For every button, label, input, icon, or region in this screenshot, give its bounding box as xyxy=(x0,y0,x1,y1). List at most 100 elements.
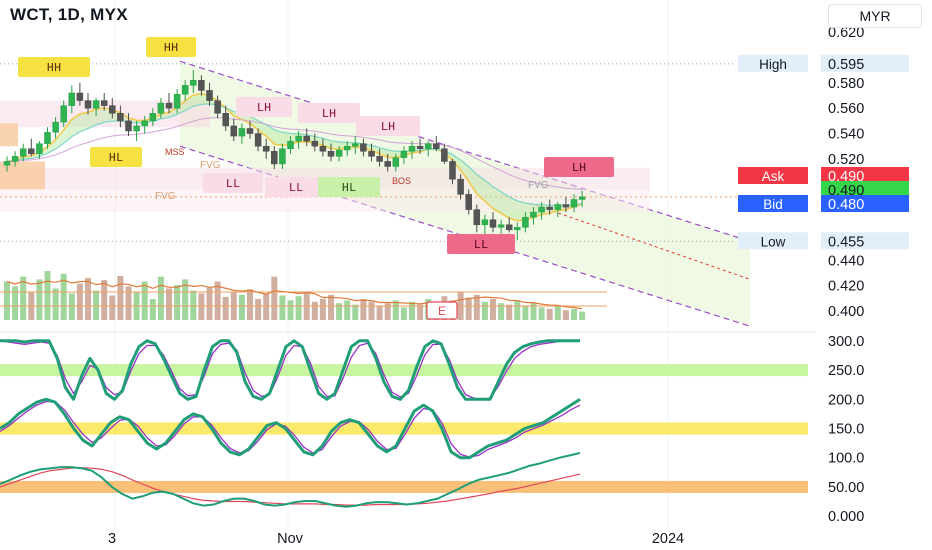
volume-bar xyxy=(238,294,245,320)
volume-bar xyxy=(530,303,537,320)
candle-body xyxy=(109,105,116,114)
label-hh-2-box xyxy=(146,37,196,57)
volume-bar xyxy=(166,288,172,320)
volume-bar xyxy=(44,271,51,320)
candle-body xyxy=(416,145,424,149)
label-lh-4-box xyxy=(544,157,614,177)
volume-bar xyxy=(271,276,278,320)
candle-body xyxy=(141,120,148,127)
candle-body xyxy=(473,209,481,226)
volume-bar xyxy=(368,301,375,320)
quote-low-label-box xyxy=(738,232,808,250)
quote-ask-value-box xyxy=(821,167,909,184)
candle-body xyxy=(514,227,521,231)
candle-body xyxy=(254,133,262,147)
volume-bar xyxy=(295,296,302,320)
candle-body xyxy=(190,80,197,86)
candle-body xyxy=(173,93,181,109)
volume-bar xyxy=(554,306,561,320)
candles xyxy=(3,70,586,241)
price-tick-4: 0.520 xyxy=(828,152,864,168)
label-lh-2-box xyxy=(298,103,360,123)
volume-bar xyxy=(319,299,326,320)
candle-body xyxy=(68,92,76,106)
candle-body xyxy=(343,145,351,151)
volume-bar xyxy=(182,279,189,320)
ma-mid-line xyxy=(6,103,583,207)
candle-body xyxy=(246,128,254,134)
label-lh-3: LH xyxy=(381,120,395,134)
supply-zone-3 xyxy=(0,189,650,213)
candle-body xyxy=(392,157,400,167)
price-tick-6: 0.420 xyxy=(828,279,864,295)
candle-body xyxy=(360,143,367,152)
candle-body xyxy=(489,219,497,228)
oscillator-tick-6: 0.000 xyxy=(828,509,864,525)
candle-body xyxy=(562,204,570,208)
volume-bar xyxy=(149,299,156,320)
volume-bars xyxy=(4,271,586,320)
label-ll-2-box xyxy=(265,177,327,197)
label-fvg-1: FVG xyxy=(200,160,221,171)
price-tick-1: 0.580 xyxy=(828,76,864,92)
quote-high-label: High xyxy=(759,57,787,72)
volume-bar xyxy=(522,306,529,320)
volume-bar xyxy=(214,281,221,320)
volume-bar xyxy=(174,285,181,320)
volume-bar xyxy=(222,296,229,320)
candle-body xyxy=(181,85,189,95)
candle-body xyxy=(319,145,327,152)
candle-body xyxy=(481,219,489,226)
candle-body xyxy=(76,92,84,101)
volume-bar xyxy=(336,303,343,320)
candle-body xyxy=(60,105,67,123)
volume-bar xyxy=(562,310,569,320)
quote-low-label: Low xyxy=(761,234,786,249)
volume-bar xyxy=(125,286,132,320)
candle-body xyxy=(214,100,221,114)
currency-selector[interactable]: MYR xyxy=(828,4,922,28)
candle-body xyxy=(279,148,286,165)
volume-bar xyxy=(263,293,270,320)
volume-bar xyxy=(417,304,424,320)
volume-bar xyxy=(60,273,67,320)
volume-bar xyxy=(498,303,505,320)
volume-bar xyxy=(20,276,27,320)
quote-bid-label-box xyxy=(738,195,808,212)
candle-body xyxy=(303,135,310,142)
oscillator-tick-5: 50.00 xyxy=(828,480,864,496)
label-hh-1: HH xyxy=(47,61,61,75)
volume-bar xyxy=(206,287,213,320)
label-hl-2: HL xyxy=(342,181,356,195)
quote-bid-value-box xyxy=(821,195,909,212)
volume-bar xyxy=(392,300,399,320)
chart-title: WCT, 1D, MYX xyxy=(10,5,128,24)
candle-body xyxy=(327,151,335,157)
label-ll-2: LL xyxy=(289,181,303,195)
candle-body xyxy=(36,143,43,155)
ma-ribbon xyxy=(7,93,583,221)
candle-body xyxy=(165,102,173,109)
candle-body xyxy=(335,149,343,157)
volume-bar xyxy=(117,275,124,320)
label-lh-3-box xyxy=(356,116,420,136)
candle-body xyxy=(11,156,19,162)
candle-body xyxy=(578,196,586,200)
price-tick-5: 0.440 xyxy=(828,253,864,269)
momentum-line xyxy=(0,452,581,508)
candle-body xyxy=(384,161,391,167)
volume-bar xyxy=(328,294,334,320)
oscillator-tick-3: 150.0 xyxy=(828,422,864,438)
volume-bar xyxy=(465,297,472,320)
candle-body xyxy=(100,100,108,106)
candle-body xyxy=(206,90,213,101)
label-hl-1-box xyxy=(90,147,142,167)
volume-average-line xyxy=(6,279,583,310)
volume-bar xyxy=(141,281,148,320)
quote-last-value-box xyxy=(821,181,909,198)
volume-bar xyxy=(198,293,205,320)
volume-bar xyxy=(579,311,586,320)
candle-body xyxy=(497,224,505,228)
volume-bar xyxy=(481,301,488,320)
